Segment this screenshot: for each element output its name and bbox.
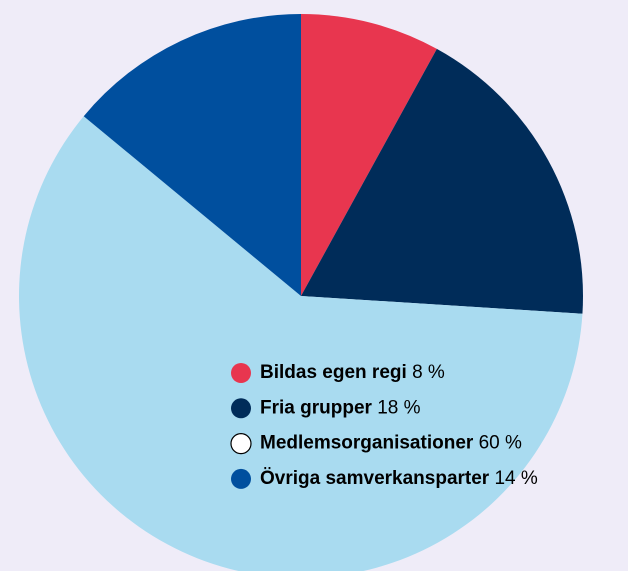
- pie-slice: [83, 14, 301, 296]
- legend-label: Fria grupper: [260, 397, 373, 418]
- pie-slice: [19, 116, 583, 571]
- pie-slice: [301, 48, 583, 314]
- legend-marker: [230, 433, 252, 455]
- legend-label: Övriga samverkansparter: [260, 468, 490, 489]
- slices: [19, 14, 583, 571]
- legend-value: 8 %: [412, 362, 445, 383]
- legend-marker: [231, 468, 251, 489]
- legend: Bildas egen regi 8 % Fria grupper 18 % Med…: [230, 362, 538, 489]
- legend-value: 60 %: [479, 433, 522, 454]
- legend-value: 18 %: [377, 397, 420, 418]
- legend-label: Medlemsorganisationer: [260, 433, 474, 454]
- legend-entry: Fria grupper 18 %: [260, 397, 421, 418]
- legend-entry: Medlemsorganisationer 60 %: [260, 433, 522, 454]
- pie-slice: [301, 14, 437, 296]
- legend-marker: [231, 363, 251, 383]
- legend-value: 14 %: [494, 468, 537, 489]
- legend-marker: [231, 398, 251, 419]
- legend-entry: Övriga samverkansparter 14 %: [260, 468, 538, 489]
- legend-entry: Bildas egen regi 8 %: [260, 362, 445, 383]
- legend-label: Bildas egen regi: [260, 362, 407, 383]
